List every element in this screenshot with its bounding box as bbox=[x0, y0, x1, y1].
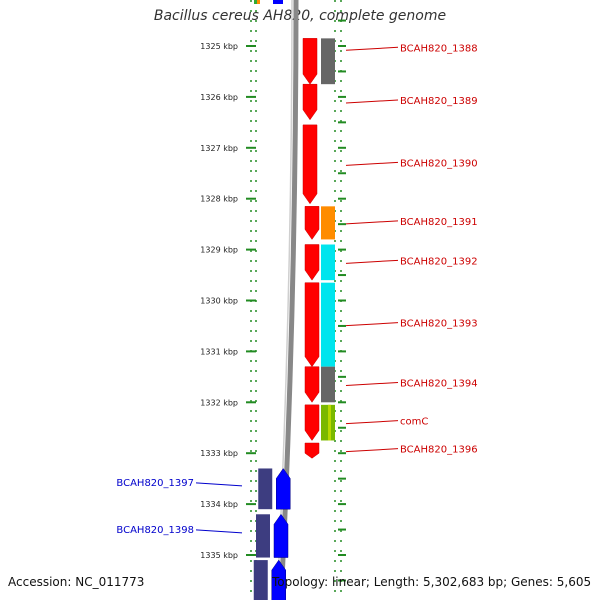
gene-label[interactable]: BCAH820_1391 bbox=[400, 217, 478, 228]
gene-label[interactable]: BCAH820_1394 bbox=[400, 378, 478, 389]
gene-label[interactable]: BCAH820_1389 bbox=[400, 96, 478, 107]
gene-arrow-forward[interactable] bbox=[304, 282, 320, 368]
cog-bar bbox=[258, 468, 273, 510]
cog-bar bbox=[321, 366, 335, 403]
cog-bar bbox=[321, 38, 335, 85]
scale-label: 1332 kbp bbox=[200, 398, 238, 407]
gene-label[interactable]: BCAH820_1390 bbox=[400, 158, 478, 169]
gene-arrow-forward[interactable] bbox=[302, 124, 318, 205]
gene-label[interactable]: BCAH820_1398 bbox=[116, 525, 194, 536]
label-leader bbox=[345, 448, 399, 453]
cog-bar bbox=[256, 514, 270, 558]
label-leader bbox=[345, 99, 399, 104]
label-leader bbox=[345, 220, 399, 225]
backbone-layer bbox=[276, 0, 299, 600]
genome-summary: Topology: linear; Length: 5,302,683 bp; … bbox=[272, 575, 592, 589]
gene-label[interactable]: BCAH820_1388 bbox=[400, 43, 478, 54]
scale-label: 1333 kbp bbox=[200, 449, 238, 458]
cog-bar bbox=[321, 244, 335, 281]
label-leader bbox=[345, 322, 399, 327]
scale-label: 1335 kbp bbox=[200, 551, 238, 560]
gene-arrow-forward[interactable] bbox=[304, 442, 320, 459]
label-leader bbox=[345, 161, 399, 166]
label-leader bbox=[345, 259, 399, 264]
gene-label[interactable]: BCAH820_1397 bbox=[116, 478, 194, 489]
scale-label: 1331 kbp bbox=[200, 347, 238, 356]
gene-label[interactable]: BCAH820_1396 bbox=[400, 445, 478, 456]
accession-text: Accession: NC_011773 bbox=[8, 575, 145, 589]
scale-label: 1329 kbp bbox=[200, 246, 238, 255]
scale-label: 1327 kbp bbox=[200, 144, 238, 153]
gene-arrow-forward[interactable] bbox=[304, 366, 320, 403]
scale-label: 1326 kbp bbox=[200, 93, 238, 102]
cog-bar bbox=[253, 560, 268, 600]
label-layer: BCAH820_1388 BCAH820_1389 BCAH820_1390 BCAH… bbox=[116, 43, 477, 536]
cog-bar-stripe bbox=[328, 404, 331, 441]
gene-arrow-forward[interactable] bbox=[304, 404, 320, 441]
backbone-line bbox=[278, 0, 299, 600]
map-title: Bacillus cereus AH820, complete genome bbox=[153, 8, 447, 24]
scale-label: 1328 kbp bbox=[200, 195, 238, 204]
gene-arrow-forward[interactable] bbox=[302, 83, 318, 121]
gene-label[interactable]: comC bbox=[400, 417, 428, 428]
cog-bar bbox=[321, 206, 335, 240]
gene-arrow-reverse[interactable] bbox=[271, 559, 286, 600]
gene-arrow-forward[interactable] bbox=[302, 38, 318, 85]
label-leader bbox=[345, 381, 399, 386]
gene-arrow-forward[interactable] bbox=[304, 206, 320, 240]
gene-label[interactable]: BCAH820_1392 bbox=[400, 256, 478, 267]
scale-label: 1334 kbp bbox=[200, 500, 238, 509]
gene-label[interactable]: BCAH820_1393 bbox=[400, 319, 478, 330]
gene-layer bbox=[253, 0, 335, 600]
gene-arrow-reverse[interactable] bbox=[276, 468, 291, 510]
label-leader bbox=[345, 46, 399, 51]
top-stub bbox=[257, 0, 260, 4]
scale-label: 1325 kbp bbox=[200, 42, 238, 51]
cog-bar bbox=[321, 282, 335, 367]
label-leader bbox=[195, 482, 243, 487]
top-stub bbox=[254, 0, 257, 4]
label-leader bbox=[195, 529, 243, 534]
top-stub bbox=[273, 0, 283, 4]
gene-arrow-reverse[interactable] bbox=[273, 513, 289, 558]
tick-layer: 1325 kbp 1326 kbp 1327 kbp 1328 kbp 1329 kbp… bbox=[200, 0, 346, 600]
gene-arrow-forward[interactable] bbox=[304, 244, 320, 281]
label-leader bbox=[345, 420, 399, 425]
scale-label: 1330 kbp bbox=[200, 297, 238, 306]
